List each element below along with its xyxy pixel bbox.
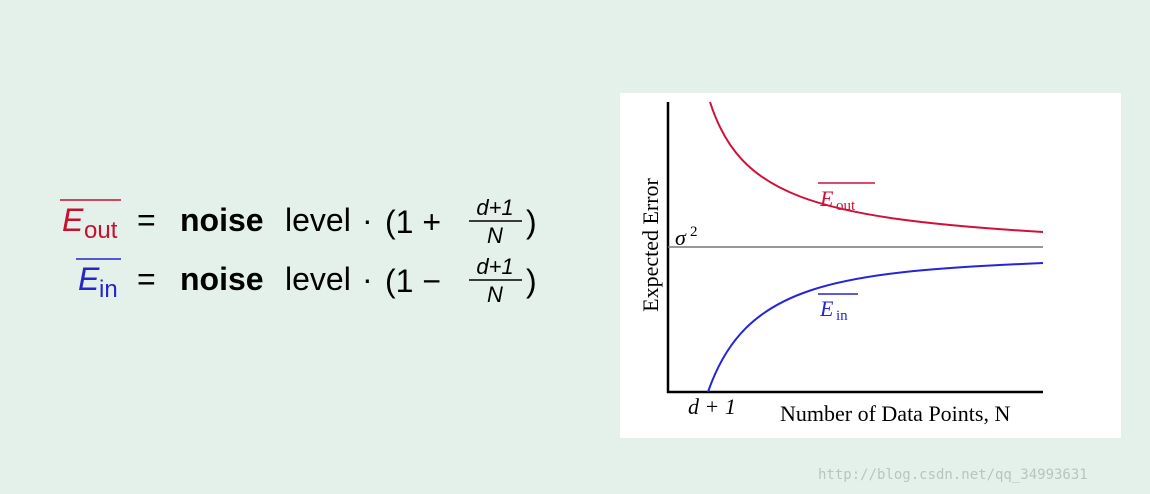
dot: · [362,261,373,297]
open: (1 + [385,204,441,240]
subscript: in [99,276,118,303]
operator: = [137,261,156,297]
close: ) [526,204,537,240]
symbol: E [78,261,100,297]
level: level [285,261,351,297]
numerator: d+1 [476,254,513,279]
y-label: Expected Error [638,177,663,311]
operator: = [137,202,156,238]
plot-background [620,93,1121,438]
e-out-symbol: E [819,186,834,211]
e-in-subscript: in [836,308,848,324]
level: level [285,202,351,238]
numerator: d+1 [476,195,513,220]
x-label: Number of Data Points, N [780,401,1010,426]
watermark: http://blog.csdn.net/qq_34993631 [818,467,1088,483]
start-label: d + 1 [688,394,736,419]
sigma: σ [675,225,687,250]
sigma-power: 2 [690,224,698,240]
plot: Expected Error Number of Data Points, N … [620,93,1121,438]
e-out-subscript: out [836,198,856,214]
e-in-curve [707,262,1044,393]
denominator: N [487,223,503,248]
subscript: out [84,217,118,244]
e-out-curve [709,101,1044,233]
formula-in: E in = noise level · (1 − d+1 N ) [76,254,537,307]
noise: noise [180,261,264,297]
formula-out: E out = noise level · (1 + d+1 N ) [60,195,537,248]
close: ) [526,263,537,299]
denominator: N [487,282,503,307]
open: (1 − [385,263,441,299]
noise: noise [180,202,264,238]
dot: · [362,202,373,238]
symbol: E [62,202,84,238]
e-in-symbol: E [819,296,834,321]
